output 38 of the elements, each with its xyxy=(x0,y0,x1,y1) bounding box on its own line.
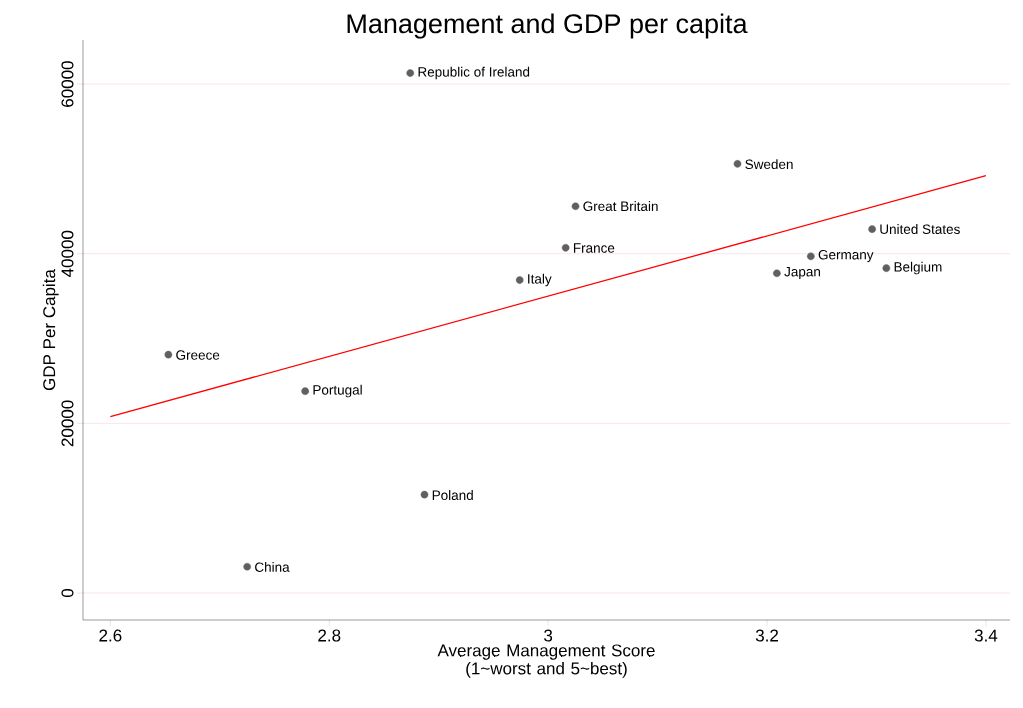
annotation: Germany xyxy=(818,249,874,263)
x-tick-label: 2.6 xyxy=(99,629,122,642)
x-tick-label: 3.4 xyxy=(974,629,998,642)
point xyxy=(164,350,173,359)
point xyxy=(807,252,815,261)
annotation: Poland xyxy=(432,490,473,501)
annotation: Japan xyxy=(784,267,820,280)
annotation: Italy xyxy=(528,273,552,287)
point xyxy=(561,244,570,252)
chart-title: Management and GDP per capita xyxy=(347,13,748,39)
point xyxy=(882,264,891,272)
annotation: United States xyxy=(880,224,960,235)
annotation: Republic of Ireland xyxy=(418,66,530,80)
annotation: Belgium xyxy=(894,261,942,275)
y-tick-label: 0 xyxy=(61,588,74,598)
y-axis-title: GDP Per Capita xyxy=(42,269,59,391)
annotation: Portugal xyxy=(313,384,362,398)
x-tick-label: 2.8 xyxy=(318,629,341,642)
point xyxy=(868,225,876,233)
y-tick-label: 40000 xyxy=(61,230,74,277)
y-tick-label: 60000 xyxy=(61,61,74,107)
point xyxy=(515,276,524,284)
x-tick-label: 3.2 xyxy=(755,629,778,642)
y-tick-label: 20000 xyxy=(61,400,74,447)
x-axis-title: Average Management Score (1~worst and 5~best) xyxy=(437,644,655,678)
point xyxy=(571,202,580,211)
point xyxy=(773,269,781,278)
annotation: Sweden xyxy=(745,159,793,170)
annotation: Great Britain xyxy=(583,201,658,212)
annotation: France xyxy=(573,243,615,253)
point xyxy=(733,160,742,168)
x-tick-label: 3 xyxy=(544,629,553,642)
point xyxy=(420,490,429,499)
point xyxy=(406,69,415,77)
point xyxy=(243,562,251,571)
point xyxy=(301,387,309,395)
annotation: Greece xyxy=(176,350,220,360)
annotation: China xyxy=(255,562,290,572)
